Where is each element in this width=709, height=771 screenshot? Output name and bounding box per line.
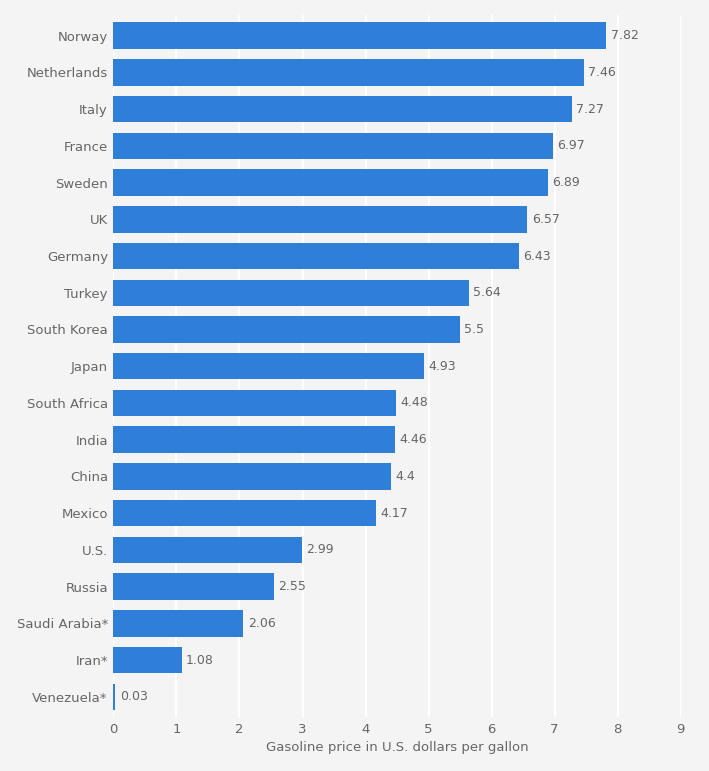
Bar <box>113 610 243 637</box>
Text: 6.97: 6.97 <box>557 140 585 153</box>
Text: 2.06: 2.06 <box>247 617 275 630</box>
Text: 6.89: 6.89 <box>552 176 580 189</box>
Bar <box>113 96 571 123</box>
Bar <box>113 22 606 49</box>
Text: 4.93: 4.93 <box>428 360 456 372</box>
Bar <box>113 316 460 343</box>
Text: 1.08: 1.08 <box>186 654 214 667</box>
Bar <box>113 574 274 600</box>
Text: 4.17: 4.17 <box>381 507 408 520</box>
Text: 7.27: 7.27 <box>576 103 604 116</box>
Bar <box>113 500 376 527</box>
Text: 5.64: 5.64 <box>474 286 501 299</box>
Text: 6.43: 6.43 <box>523 250 551 262</box>
X-axis label: Gasoline price in U.S. dollars per gallon: Gasoline price in U.S. dollars per gallo… <box>266 741 528 754</box>
Bar <box>113 280 469 306</box>
Bar <box>113 206 527 233</box>
Text: 2.55: 2.55 <box>279 580 306 593</box>
Bar <box>113 389 396 416</box>
Bar <box>113 133 553 159</box>
Text: 7.82: 7.82 <box>610 29 639 42</box>
Text: 4.48: 4.48 <box>400 396 428 409</box>
Bar <box>113 684 116 710</box>
Text: 4.46: 4.46 <box>399 433 427 446</box>
Text: 4.4: 4.4 <box>395 470 415 483</box>
Text: 5.5: 5.5 <box>464 323 484 336</box>
Bar <box>113 463 391 490</box>
Text: 0.03: 0.03 <box>120 690 147 703</box>
Bar <box>113 426 394 453</box>
Text: 7.46: 7.46 <box>588 66 615 79</box>
Bar <box>113 647 182 673</box>
Text: 6.57: 6.57 <box>532 213 560 226</box>
Bar <box>113 170 547 196</box>
Bar <box>113 59 584 86</box>
Bar <box>113 243 519 269</box>
Bar <box>113 353 424 379</box>
Text: 2.99: 2.99 <box>306 544 334 557</box>
Bar <box>113 537 302 563</box>
